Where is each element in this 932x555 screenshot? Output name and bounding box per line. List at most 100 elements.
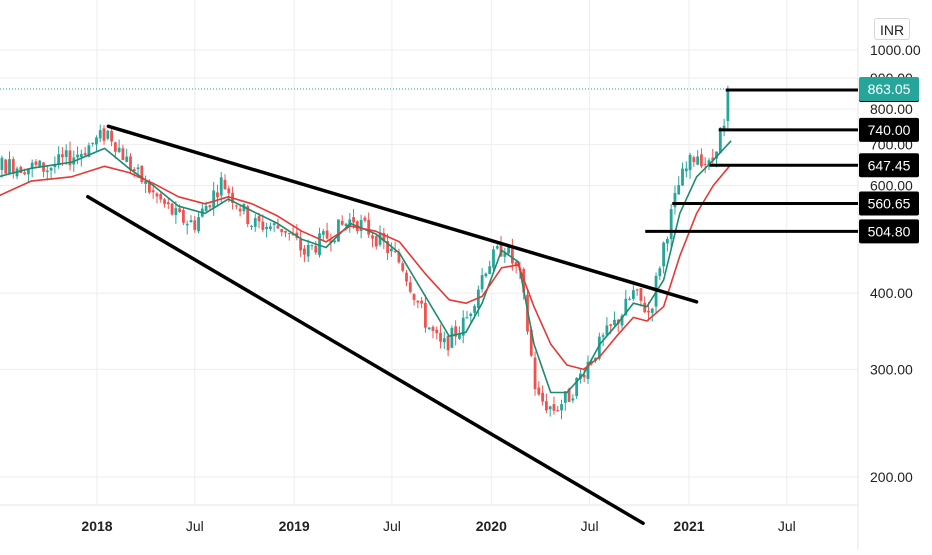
candle-body <box>545 401 548 411</box>
candle-body <box>465 317 469 319</box>
candle-body <box>703 163 707 165</box>
candle-body <box>318 233 321 256</box>
candle-body <box>106 130 110 139</box>
candle-body <box>303 248 306 255</box>
candle-body <box>193 220 197 230</box>
candle-body <box>182 209 185 223</box>
candle-body <box>461 317 465 336</box>
price-level-label: 560.65 <box>868 195 911 211</box>
candle-body <box>688 154 692 171</box>
candle-body <box>8 159 11 174</box>
candle-body <box>174 208 178 216</box>
candle-body <box>212 190 216 208</box>
candle-body <box>397 252 401 263</box>
candle-body <box>613 319 616 325</box>
candle-body <box>132 169 136 172</box>
y-tick-label: 200.00 <box>870 469 913 485</box>
y-tick-label: 800.00 <box>870 101 913 117</box>
x-tick-label: 2018 <box>81 518 112 534</box>
candle-body <box>382 233 386 242</box>
upper-channel-trendline[interactable] <box>106 124 699 304</box>
candle-body <box>692 157 696 163</box>
candle-body <box>246 206 250 225</box>
candle-body <box>216 192 219 198</box>
y-tick-label: 1000.00 <box>870 42 921 58</box>
candle-body <box>575 377 579 397</box>
candle-body <box>722 125 726 130</box>
candle-body <box>155 193 159 197</box>
candle-body <box>510 246 514 264</box>
candle-body <box>147 182 151 193</box>
candle-body <box>711 157 715 161</box>
candle-body <box>219 177 223 196</box>
candle-body <box>178 208 182 213</box>
candle-body <box>514 261 518 267</box>
candle-body <box>284 230 287 233</box>
candle-body <box>597 336 601 359</box>
candle-body <box>344 223 348 227</box>
candle-body <box>363 217 367 221</box>
candle-body <box>34 161 38 165</box>
candle-body <box>367 219 371 235</box>
candle-body <box>416 300 420 303</box>
price-level-label: 647.45 <box>868 157 911 173</box>
y-tick-label: 400.00 <box>870 285 913 301</box>
candle-body <box>0 157 4 170</box>
candle-body <box>321 231 325 235</box>
candle-body <box>700 154 703 167</box>
candle-body <box>11 159 15 174</box>
candle-body <box>673 193 677 208</box>
candle-body <box>601 335 605 337</box>
candle-body <box>276 225 280 229</box>
candle-body <box>204 205 208 212</box>
last-price-label: 863.05 <box>868 81 911 97</box>
candle-body <box>696 156 700 165</box>
candle-body <box>533 357 537 390</box>
candle-body <box>726 89 730 122</box>
candle-body <box>197 217 200 232</box>
candle-body <box>250 225 253 227</box>
candle-body <box>113 142 117 152</box>
currency-badge[interactable]: INR <box>874 18 910 40</box>
candle-body <box>23 172 27 175</box>
candle-body <box>624 298 628 316</box>
candle-body <box>223 179 227 190</box>
candle-body <box>340 220 344 225</box>
candle-body <box>185 223 189 226</box>
candle-body <box>38 160 42 168</box>
candle-body <box>64 150 68 157</box>
candle-body <box>647 310 650 313</box>
price-level-label: 504.80 <box>868 223 911 239</box>
candle-body <box>669 209 673 240</box>
candle-body <box>454 326 458 337</box>
candle-body <box>537 387 541 395</box>
lower-channel-trendline[interactable] <box>86 195 645 526</box>
x-tick-label: Jul <box>778 518 796 534</box>
candle-body <box>159 194 163 200</box>
candle-body <box>408 282 412 292</box>
candle-body <box>95 137 98 145</box>
candle-body <box>30 162 34 169</box>
candle-body <box>401 263 405 271</box>
candle-body <box>658 268 662 277</box>
candle-body <box>480 275 484 290</box>
price-level-label-bg <box>859 219 919 244</box>
candle-body <box>718 127 722 153</box>
candle-body <box>571 398 575 401</box>
candle-body <box>325 230 329 239</box>
candle-body <box>628 298 631 300</box>
candle-body <box>121 148 125 160</box>
x-tick-label: Jul <box>383 518 401 534</box>
y-tick-label: 600.00 <box>870 177 913 193</box>
price-level-label: 740.00 <box>868 122 911 138</box>
price-level-label-bg <box>859 117 919 142</box>
candle-body <box>268 226 272 230</box>
candle-body <box>620 315 624 326</box>
candle-body <box>529 329 533 356</box>
candle-body <box>57 154 61 165</box>
moving-average-line <box>0 140 732 394</box>
candle-body <box>261 221 265 230</box>
candle-body <box>234 205 238 207</box>
